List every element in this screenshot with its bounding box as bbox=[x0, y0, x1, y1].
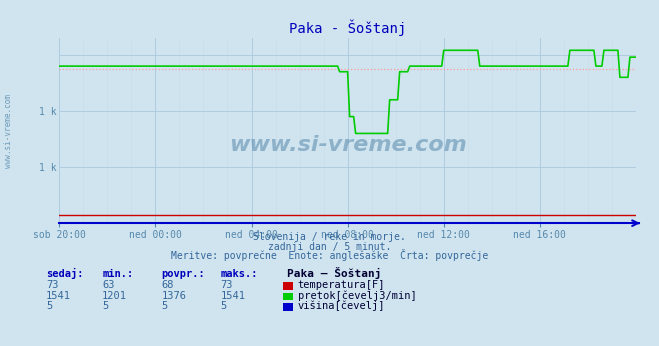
Text: 73: 73 bbox=[221, 280, 233, 290]
Text: 73: 73 bbox=[46, 280, 59, 290]
Text: 1541: 1541 bbox=[221, 291, 246, 301]
Text: 5: 5 bbox=[46, 301, 52, 311]
Text: 1376: 1376 bbox=[161, 291, 186, 301]
Text: Meritve: povprečne  Enote: anglešaške  Črta: povprečje: Meritve: povprečne Enote: anglešaške Črt… bbox=[171, 249, 488, 261]
Text: min.:: min.: bbox=[102, 269, 133, 279]
Text: www.si-vreme.com: www.si-vreme.com bbox=[4, 94, 13, 169]
Text: višina[čevelj]: višina[čevelj] bbox=[298, 301, 386, 311]
Text: temperatura[F]: temperatura[F] bbox=[298, 280, 386, 290]
Text: povpr.:: povpr.: bbox=[161, 269, 205, 279]
Text: pretok[čevelj3/min]: pretok[čevelj3/min] bbox=[298, 290, 416, 301]
Text: maks.:: maks.: bbox=[221, 269, 258, 279]
Text: 1201: 1201 bbox=[102, 291, 127, 301]
Text: 5: 5 bbox=[161, 301, 167, 311]
Text: 63: 63 bbox=[102, 280, 115, 290]
Text: Paka – Šoštanj: Paka – Šoštanj bbox=[287, 267, 381, 279]
Text: sedaj:: sedaj: bbox=[46, 268, 84, 279]
Text: www.si-vreme.com: www.si-vreme.com bbox=[229, 135, 467, 155]
Text: 68: 68 bbox=[161, 280, 174, 290]
Text: Slovenija / reke in morje.: Slovenija / reke in morje. bbox=[253, 233, 406, 243]
Title: Paka - Šoštanj: Paka - Šoštanj bbox=[289, 19, 406, 36]
Text: 5: 5 bbox=[221, 301, 227, 311]
Text: 1541: 1541 bbox=[46, 291, 71, 301]
Text: zadnji dan / 5 minut.: zadnji dan / 5 minut. bbox=[268, 242, 391, 252]
Text: 5: 5 bbox=[102, 301, 108, 311]
